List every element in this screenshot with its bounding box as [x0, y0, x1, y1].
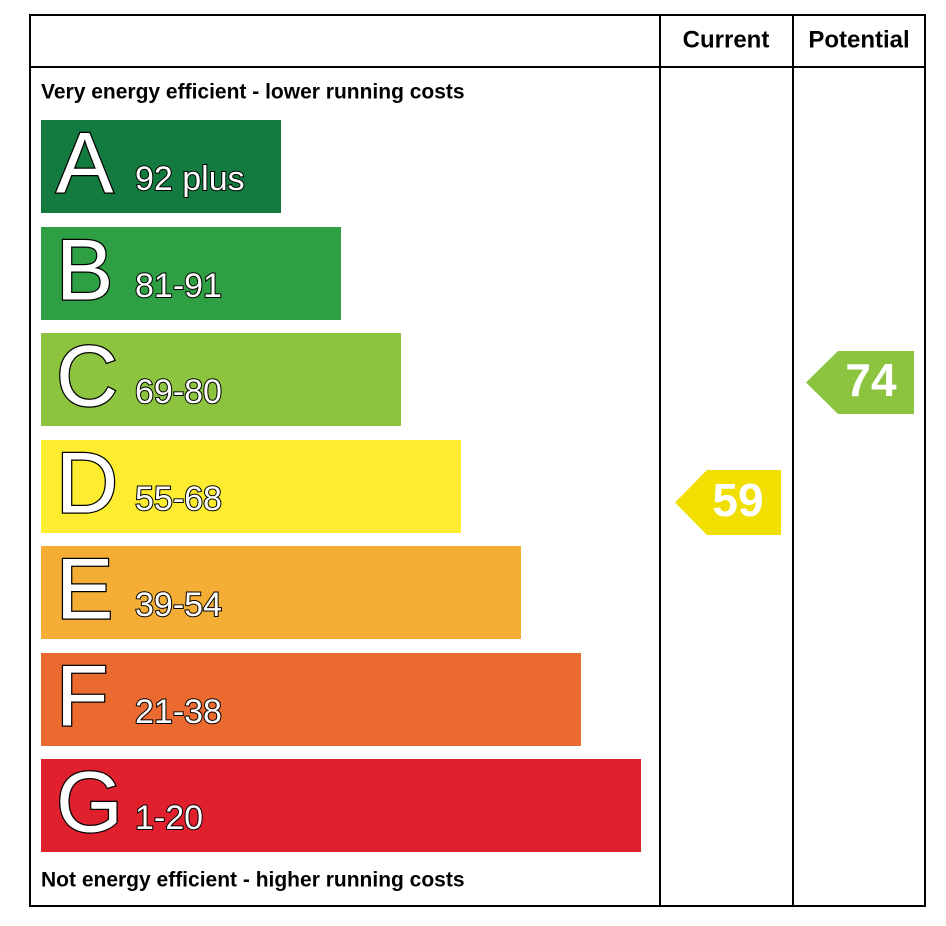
- band-range: 55-68: [135, 480, 222, 518]
- column-header: Current: [683, 26, 770, 53]
- band-bar: [41, 120, 281, 213]
- band-bar: [41, 440, 461, 533]
- current-arrow: [675, 470, 781, 535]
- band-letter: B: [56, 223, 113, 319]
- band-letter: D: [56, 436, 118, 532]
- bottom-note: Not energy efficient - higher running co…: [41, 869, 465, 892]
- band-letter: G: [56, 755, 123, 851]
- band-letter: A: [56, 116, 114, 212]
- band-range: 39-54: [135, 586, 222, 624]
- band-bar: [41, 546, 521, 639]
- potential-score: 74: [845, 354, 897, 406]
- band-range: 92 plus: [135, 160, 245, 198]
- band-bar: [41, 227, 341, 320]
- band-range: 21-38: [135, 693, 222, 731]
- bands: A 92 plus B 81-91 C 69-80 D 55-68 E 39-54 F 21-38 G 1…: [41, 114, 641, 852]
- band-letter: E: [56, 542, 113, 638]
- column-header: Potential: [808, 26, 909, 53]
- band-range: 69-80: [135, 373, 222, 411]
- band-bar: [41, 653, 581, 746]
- band-bar: [41, 759, 641, 852]
- potential-arrow: [806, 351, 914, 414]
- current-score: 59: [712, 474, 763, 526]
- band-letter: C: [56, 329, 118, 425]
- band-letter: F: [56, 649, 109, 745]
- band-range: 81-91: [135, 267, 222, 305]
- band-range: 1-20: [135, 799, 203, 837]
- frame: [29, 14, 926, 907]
- top-note: Very energy efficient - lower running co…: [41, 81, 465, 104]
- band-bar: [41, 333, 401, 426]
